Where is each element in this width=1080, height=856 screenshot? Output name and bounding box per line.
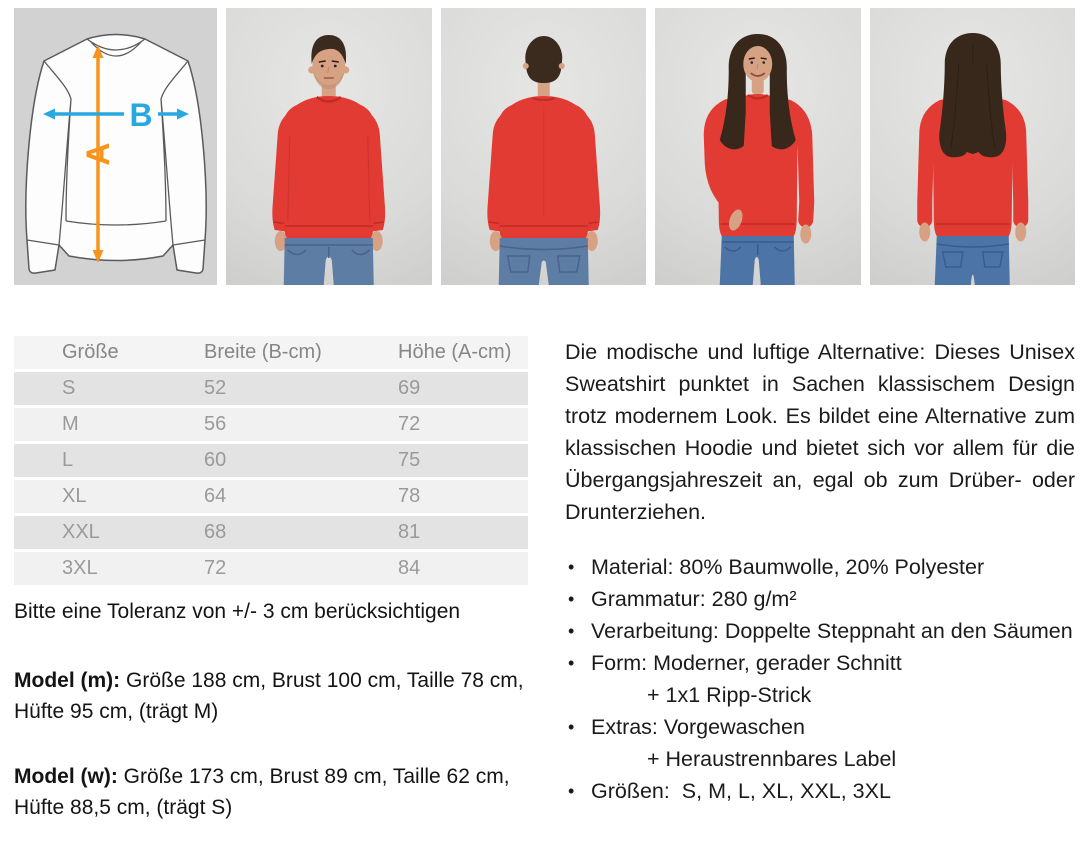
feature-text: Verarbeitung: Doppelte Steppnaht an den … — [591, 619, 1073, 643]
feature-text: Größen: S, M, L, XL, XXL, 3XL — [591, 779, 891, 803]
feature-text: Grammatur: 280 g/m² — [591, 587, 797, 611]
cell-height: 78 — [398, 480, 528, 513]
cell-height: 69 — [398, 372, 528, 405]
column-header-width: Breite (B-cm) — [204, 336, 398, 369]
feature-form: • Form: Moderner, gerader Schnitt + 1x1 … — [565, 647, 1075, 711]
product-feature-list: • Material: 80% Baumwolle, 20% Polyester… — [565, 551, 1075, 807]
width-arrow-label: B — [129, 97, 152, 133]
size-table-header-row: Größe Breite (B-cm) Höhe (A-cm) — [14, 336, 528, 369]
woman-front-photo-graphic — [703, 34, 815, 285]
feature-verarbeitung: • Verarbeitung: Doppelte Steppnaht an de… — [565, 615, 1075, 647]
sweatshirt-measurement-diagram-icon: A B — [25, 33, 207, 274]
product-description: Die modische und luftige Alternative: Di… — [565, 340, 1075, 524]
bullet-icon: • — [568, 781, 575, 801]
bullet-icon: • — [568, 653, 575, 673]
cell-size: S — [14, 372, 204, 405]
model-info-male-label: Model (m): — [14, 669, 121, 692]
table-row: 3XL 72 84 — [14, 552, 528, 585]
feature-subtext: + 1x1 Ripp-Strick — [647, 683, 812, 707]
height-arrow-icon: A — [80, 45, 116, 263]
cell-width: 72 — [204, 552, 398, 585]
cell-size: XL — [14, 480, 204, 513]
cell-width: 68 — [204, 516, 398, 549]
model-info-female-details: Größe 173 cm, Brust 89 cm, Taille 62 cm,… — [14, 765, 510, 819]
bullet-icon: • — [568, 717, 575, 737]
feature-text: Form: Moderner, gerader Schnitt — [591, 651, 902, 675]
cell-width: 64 — [204, 480, 398, 513]
table-row: XL 64 78 — [14, 480, 528, 513]
column-header-height: Höhe (A-cm) — [398, 336, 528, 369]
cell-height: 84 — [398, 552, 528, 585]
product-photo-man-front[interactable] — [226, 8, 432, 285]
model-info-female: Model (w): Größe 173 cm, Brust 89 cm, Ta… — [14, 761, 530, 823]
model-info-male-details: Größe 188 cm, Brust 100 cm, Taille 78 cm… — [14, 669, 524, 723]
table-row: M 56 72 — [14, 408, 528, 441]
column-header-size: Größe — [14, 336, 204, 369]
table-row: XXL 68 81 — [14, 516, 528, 549]
product-photo-woman-front[interactable] — [655, 8, 861, 285]
size-table: Größe Breite (B-cm) Höhe (A-cm) S 52 69 … — [14, 333, 528, 588]
product-image-gallery: A B — [14, 8, 1075, 285]
feature-material: • Material: 80% Baumwolle, 20% Polyester — [565, 551, 1075, 583]
size-diagram-image[interactable]: A B — [14, 8, 217, 285]
table-row: S 52 69 — [14, 372, 528, 405]
cell-height: 72 — [398, 408, 528, 441]
feature-text: Extras: Vorgewaschen — [591, 715, 805, 739]
bullet-icon: • — [568, 621, 575, 641]
cell-size: L — [14, 444, 204, 477]
cell-width: 56 — [204, 408, 398, 441]
product-photo-man-back[interactable] — [440, 8, 646, 285]
size-info-section: Größe Breite (B-cm) Höhe (A-cm) S 52 69 … — [14, 333, 528, 823]
feature-grammatur: • Grammatur: 280 g/m² — [565, 583, 1075, 615]
man-back-photo-graphic — [486, 36, 600, 285]
model-info-male: Model (m): Größe 188 cm, Brust 100 cm, T… — [14, 665, 530, 727]
feature-sizes: • Größen: S, M, L, XL, XXL, 3XL — [565, 775, 1075, 807]
woman-back-photo-graphic — [916, 33, 1028, 285]
width-arrow-icon: B — [43, 97, 189, 133]
bullet-icon: • — [568, 557, 575, 577]
cell-height: 75 — [398, 444, 528, 477]
product-description-section: Die modische und luftige Alternative: Di… — [565, 336, 1075, 807]
cell-size: 3XL — [14, 552, 204, 585]
table-row: L 60 75 — [14, 444, 528, 477]
cell-size: M — [14, 408, 204, 441]
cell-size: XXL — [14, 516, 204, 549]
model-info-female-label: Model (w): — [14, 765, 118, 788]
man-front-photo-graphic — [272, 35, 386, 285]
bullet-icon: • — [568, 589, 575, 609]
tolerance-note: Bitte eine Toleranz von +/- 3 cm berücks… — [14, 600, 461, 623]
product-photo-woman-back[interactable] — [869, 8, 1075, 285]
feature-extras: • Extras: Vorgewaschen + Heraustrennbare… — [565, 711, 1075, 775]
cell-width: 60 — [204, 444, 398, 477]
cell-height: 81 — [398, 516, 528, 549]
feature-subtext: + Heraustrennbares Label — [647, 747, 897, 771]
cell-width: 52 — [204, 372, 398, 405]
feature-text: Material: 80% Baumwolle, 20% Polyester — [591, 555, 985, 579]
height-arrow-label: A — [80, 142, 116, 165]
